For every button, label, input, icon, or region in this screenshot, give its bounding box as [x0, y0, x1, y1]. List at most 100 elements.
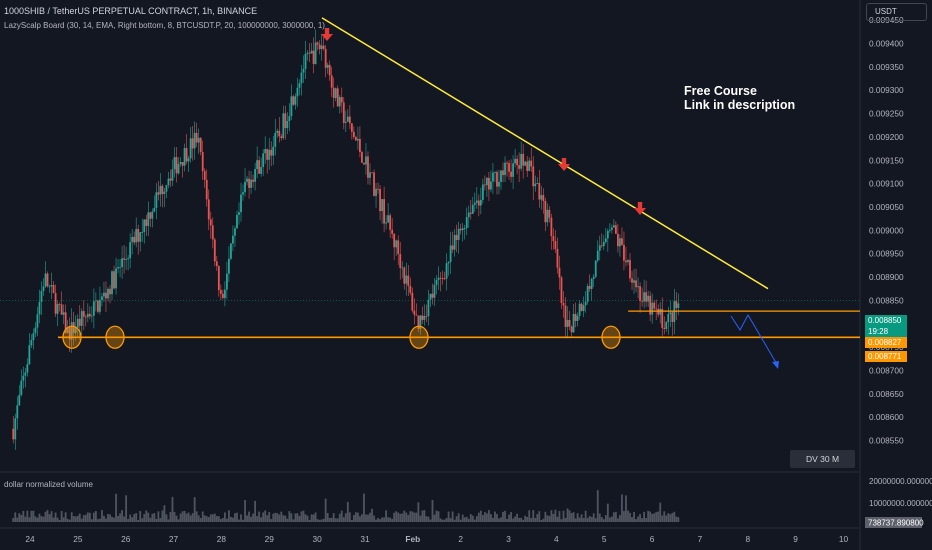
volume-bar	[596, 490, 599, 522]
volume-bar	[633, 511, 635, 522]
volume-bar	[228, 510, 230, 522]
candle-body	[608, 229, 611, 231]
touch-circle[interactable]	[105, 325, 125, 349]
candle-body	[508, 163, 510, 172]
touch-circle[interactable]	[601, 325, 621, 349]
candle-body	[264, 149, 267, 154]
volume-bar	[56, 517, 59, 522]
volume-bar	[294, 513, 297, 522]
volume-bar	[340, 510, 343, 522]
volume-bar	[625, 495, 627, 522]
candle-body	[667, 314, 670, 323]
volume-bar	[348, 512, 351, 522]
price-tick-label: 0.009050	[869, 202, 904, 212]
candle-body	[312, 50, 315, 64]
candle-body	[538, 183, 541, 200]
candle-body	[268, 149, 271, 160]
candle-body	[570, 326, 573, 333]
time-axis[interactable]: 24 25 26 27 28 29 30 31 Feb 2 3 4 5 6 7 8 9 10	[25, 534, 848, 544]
volume-bar	[649, 511, 652, 522]
candle-body	[629, 260, 631, 279]
volume-bar	[141, 518, 144, 522]
candle-body	[602, 241, 605, 247]
volume-bar	[546, 515, 549, 522]
volume-bar	[54, 512, 57, 522]
candle-body	[250, 179, 252, 188]
volume-bar	[84, 514, 87, 522]
volume-bar	[115, 493, 117, 522]
volume-bar	[280, 511, 283, 522]
candle-body	[111, 271, 113, 295]
candle-body	[334, 88, 337, 98]
volume-bar	[528, 510, 531, 522]
candle-body	[252, 179, 254, 182]
volume-bar	[34, 516, 37, 522]
candle-body	[623, 245, 625, 261]
volume-bar	[207, 517, 210, 522]
volume-bar	[185, 513, 188, 522]
symbol-title[interactable]: 1000SHIB / TetherUS PERPETUAL CONTRACT, …	[4, 6, 258, 16]
price-axis[interactable]: 0.0094500.0094000.0093500.0093000.009250…	[869, 15, 904, 445]
candle-body	[635, 280, 637, 288]
volume-bar	[242, 519, 244, 522]
volume-bar	[457, 513, 460, 522]
volume-bar	[494, 511, 496, 522]
free-course-annotation: Free Course Link in description	[684, 84, 795, 112]
candle-body	[516, 158, 519, 166]
volume-bar	[389, 517, 392, 522]
candle-body	[64, 312, 67, 334]
candle-body	[363, 162, 365, 165]
currency-button[interactable]: USDT	[866, 3, 927, 21]
arrow-stem	[637, 202, 643, 208]
candle-body	[572, 313, 575, 333]
projection-path[interactable]	[730, 313, 779, 367]
candle-body	[459, 228, 462, 231]
volume-bar	[191, 513, 194, 522]
time-tick-label: 31	[360, 534, 370, 544]
candle-body	[191, 138, 194, 149]
candle-body	[107, 288, 109, 299]
volume-bar	[377, 517, 379, 522]
price-tick-label: 0.009100	[869, 179, 904, 189]
volume-bar	[617, 518, 619, 522]
candle-body	[659, 308, 662, 315]
candle-body	[369, 172, 371, 178]
volume-bar	[86, 512, 89, 522]
volume-bar	[143, 514, 146, 522]
candle-body	[139, 232, 142, 242]
candle-body	[485, 177, 488, 186]
touch-circle[interactable]	[409, 325, 429, 349]
volume-bar	[661, 515, 664, 522]
candle-body	[481, 184, 484, 200]
volume-bar	[88, 512, 91, 522]
candle-body	[512, 163, 514, 177]
volume-bar	[445, 517, 448, 522]
volume-bar	[60, 510, 63, 522]
time-tick-label: 2	[458, 534, 463, 544]
volume-bar	[621, 494, 623, 522]
touch-circle[interactable]	[62, 325, 82, 349]
descending-trendline[interactable]	[321, 17, 769, 290]
indicator-legend[interactable]: LazyScalp Board (30, 14, EMA, Right bott…	[4, 21, 325, 30]
candle-body	[328, 64, 331, 76]
candle-body	[610, 227, 613, 230]
candle-body	[421, 315, 424, 320]
candle-body	[26, 364, 29, 373]
candle-body	[201, 152, 204, 172]
volume-bar	[627, 510, 629, 522]
volume-bar	[425, 516, 428, 522]
volume-bar	[290, 513, 293, 522]
volume-indicator-label[interactable]: dollar normalized volume	[4, 480, 93, 489]
candle-body	[645, 292, 648, 302]
volume-bar	[481, 515, 484, 522]
candles[interactable]	[12, 29, 680, 450]
candle-body	[663, 327, 666, 329]
candle-body	[373, 172, 375, 196]
volume-bar	[492, 517, 494, 522]
candle-body	[88, 313, 91, 317]
main-pane[interactable]	[0, 0, 860, 472]
candle-body	[228, 258, 230, 274]
volume-bar	[151, 513, 154, 522]
